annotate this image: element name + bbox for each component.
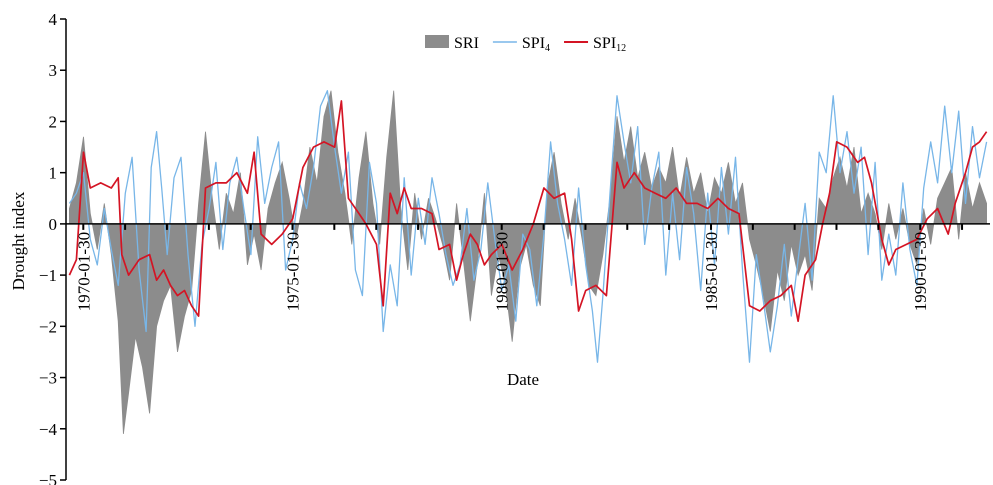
chart-legend: SRI SPI4 SPI12 xyxy=(425,35,626,54)
x-tick-label: 1980-01-30 xyxy=(493,232,512,311)
y-tick-label: −1 xyxy=(39,266,57,285)
x-tick-label: 1985-01-30 xyxy=(702,232,721,311)
x-tick-label: 1970-01-30 xyxy=(74,232,93,311)
y-tick-label: 3 xyxy=(49,61,58,80)
y-axis-ticks: 4 3 2 1 0 −1 −2 −3 −4 −5 xyxy=(39,10,66,485)
x-axis-title: Date xyxy=(507,370,539,389)
y-tick-label: 2 xyxy=(49,112,58,131)
legend-label-sri: SRI xyxy=(454,35,479,52)
y-tick-label: −2 xyxy=(39,317,57,336)
y-tick-label: −3 xyxy=(39,369,57,388)
legend-label-spi12: SPI12 xyxy=(593,35,626,54)
spi12-series-line xyxy=(68,100,988,323)
legend-label-spi4: SPI4 xyxy=(522,35,550,54)
y-tick-label: −4 xyxy=(39,420,58,439)
x-axis-ticks: 1970-01-30 1975-01-30 1980-01-30 1985-01-30… xyxy=(74,223,964,311)
x-tick-label: 1990-01-30 xyxy=(911,232,930,311)
x-tick-label: 1975-01-30 xyxy=(284,232,303,311)
y-tick-label: 0 xyxy=(49,215,58,234)
y-tick-label: 4 xyxy=(49,10,58,29)
y-axis-title: Drought index xyxy=(9,191,28,290)
legend-swatch-sri xyxy=(425,35,449,48)
y-tick-label: −5 xyxy=(39,471,57,485)
y-tick-label: 1 xyxy=(49,164,58,183)
series-line-spi12 xyxy=(68,100,988,323)
